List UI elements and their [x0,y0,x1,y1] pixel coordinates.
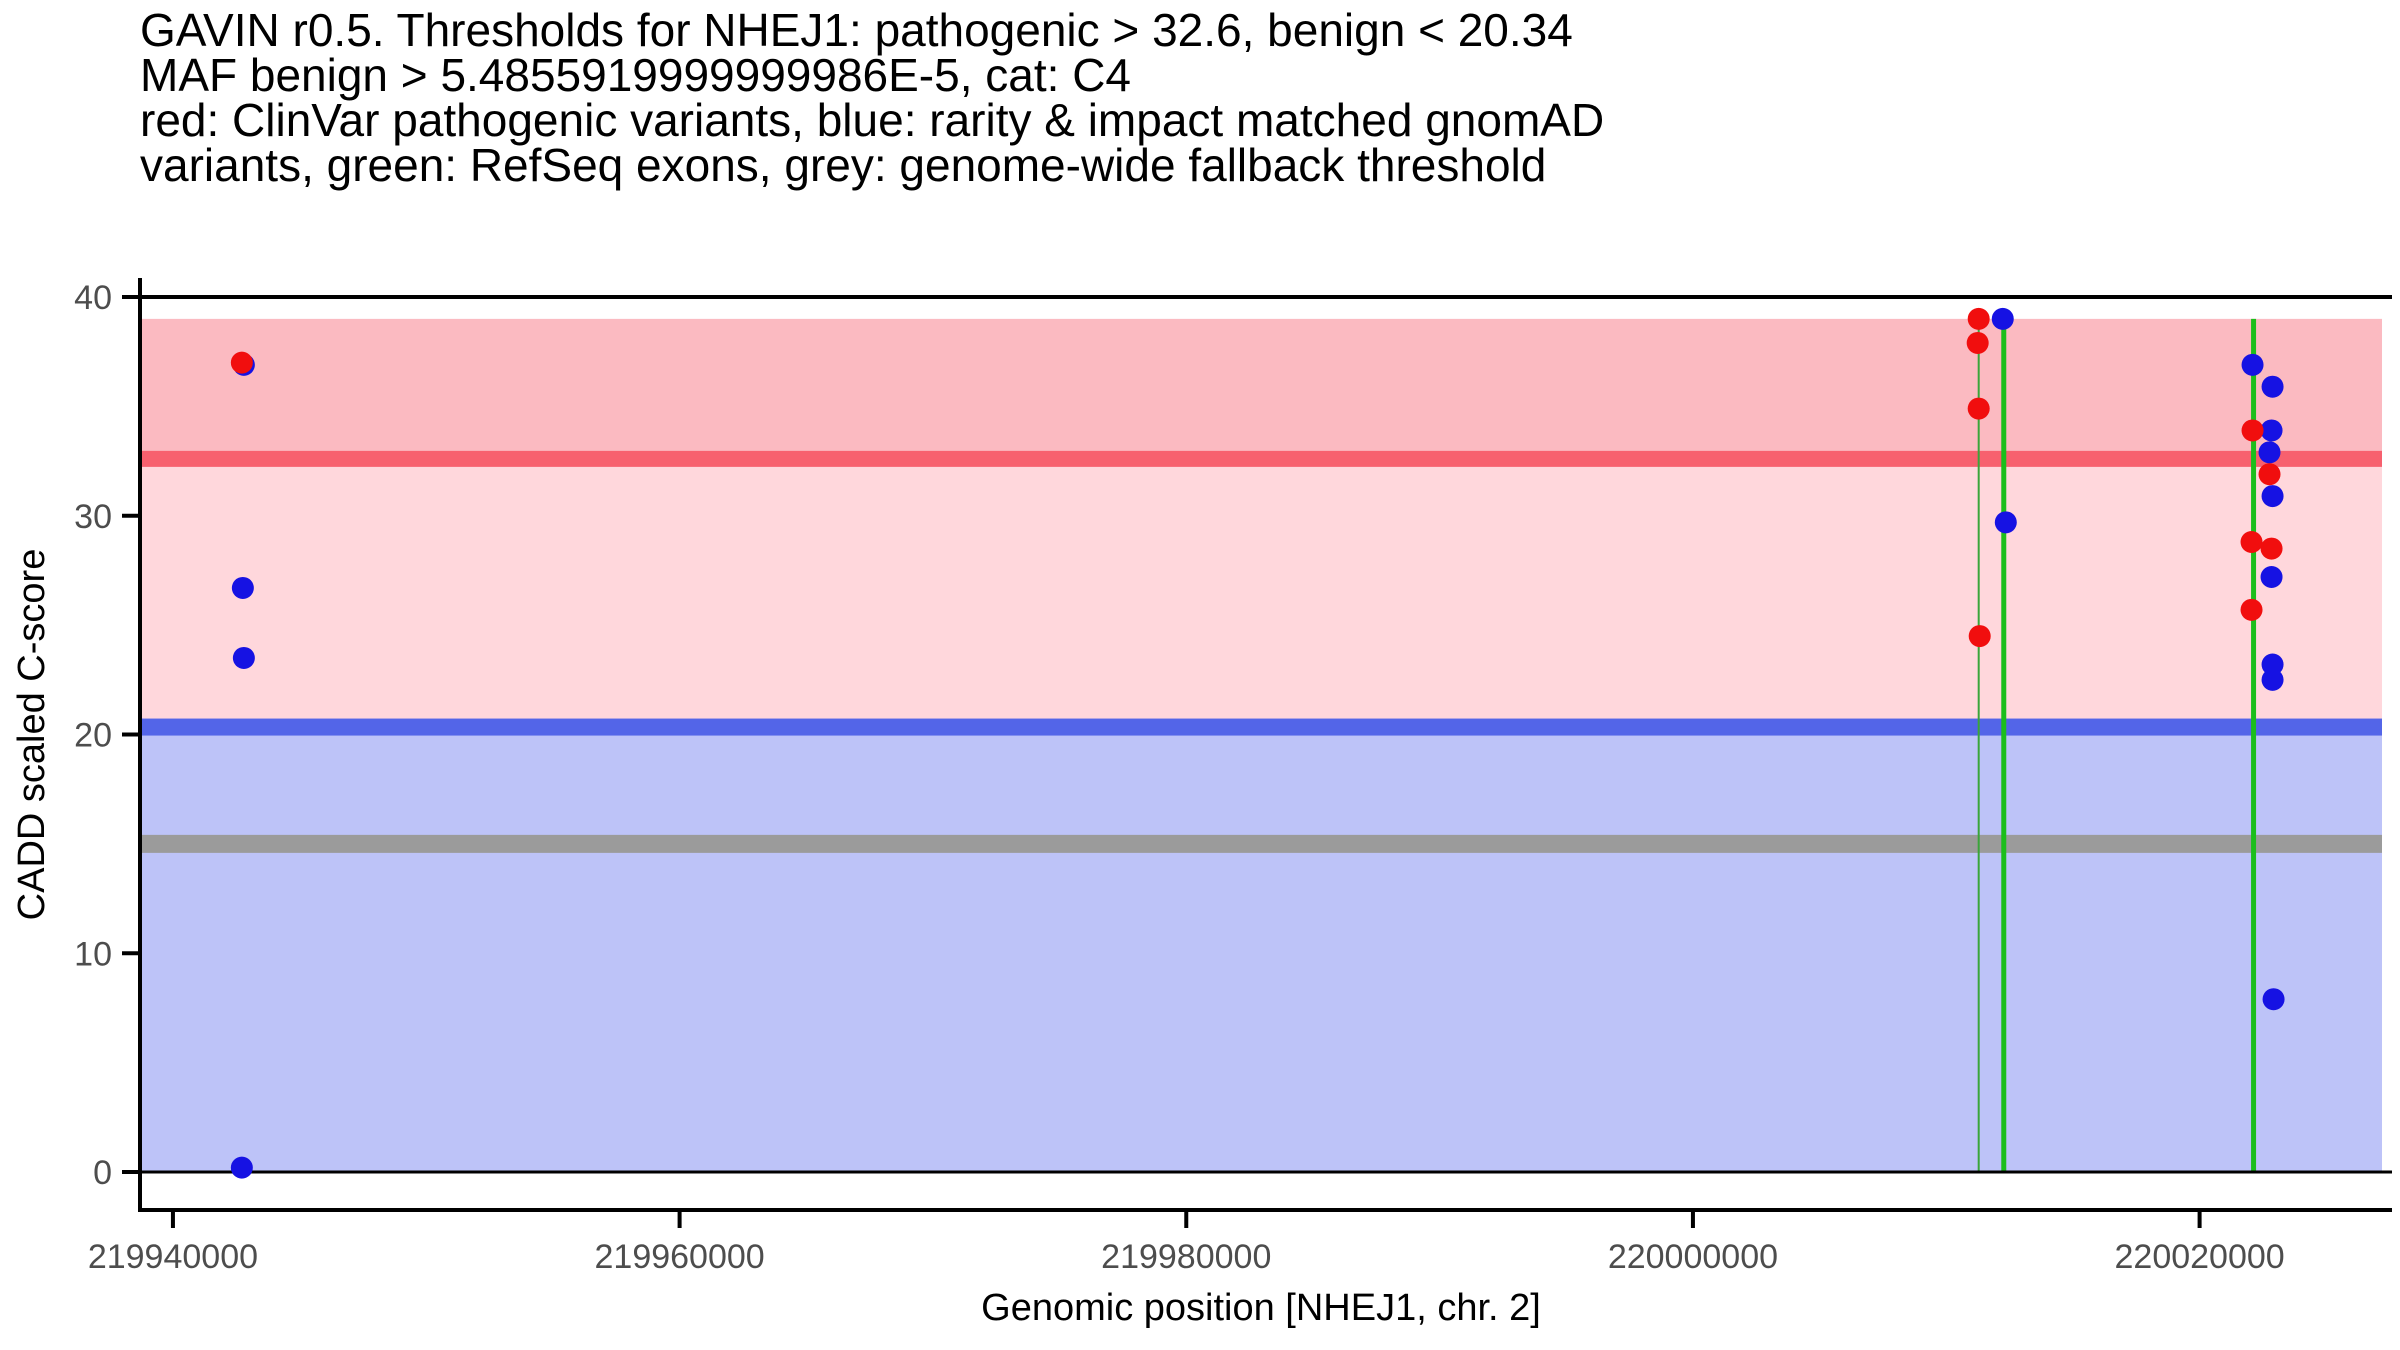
clinvar-pathogenic-point [1968,625,1991,648]
clinvar-pathogenic-point [2240,598,2263,621]
x-tick-label: 219940000 [88,1238,258,1276]
clinvar-pathogenic-point [2258,463,2281,486]
gnomad-matched-point [1991,307,2014,330]
x-tick-label: 219980000 [1101,1238,1271,1276]
gnomad-matched-point [2262,988,2285,1011]
x-axis-tick [170,1212,175,1228]
clinvar-pathogenic-point [2260,537,2283,560]
y-tick-label: 30 [74,498,112,536]
y-axis-title: CADD scaled C-score [11,549,53,921]
x-axis-tick [2197,1212,2202,1228]
y-tick-label: 40 [74,279,112,317]
clinvar-pathogenic-point [2241,419,2264,442]
x-axis-tick [677,1212,682,1228]
gnomad-matched-point [230,1156,253,1179]
x-tick-label: 220000000 [1608,1238,1778,1276]
gnomad-matched-point [2261,668,2284,691]
clinvar-pathogenic-point [2240,531,2263,553]
y-axis-tick [122,732,138,737]
gnomad-matched-point [2261,485,2284,508]
clinvar-pathogenic-point [1967,307,1990,330]
x-axis-line [138,1208,2392,1212]
gnomad-matched-point [2261,653,2284,676]
title-line-4: variants, green: RefSeq exons, grey: gen… [140,139,1547,191]
gnomad-matched-point [2261,375,2284,398]
intermediate-zone-band [140,458,2382,728]
y-tick-label: 10 [74,935,112,973]
y-axis-tick [122,295,138,299]
gnomad-matched-point [2258,441,2281,464]
benign-threshold-line [140,718,2382,736]
y-axis-tick [122,1170,138,1174]
clinvar-pathogenic-point [1966,331,1989,354]
y-axis-tick [122,951,138,956]
y-tick-label: 20 [74,717,112,755]
refseq-exon [2001,318,2007,1172]
top-frame-line [140,295,2392,299]
x-axis-title: Genomic position [NHEJ1, chr. 2] [981,1287,1541,1329]
clinvar-pathogenic-point [1967,397,1990,420]
x-tick-label: 219960000 [595,1238,765,1276]
refseq-exon [2251,318,2257,1172]
y-tick-label: 0 [93,1154,112,1192]
genome-wide-fallback-line [140,834,2382,853]
gnomad-matched-point [2260,419,2283,442]
x-tick-label: 220020000 [2115,1238,2285,1276]
x-axis-tick [1184,1212,1189,1228]
x-axis-tick [1690,1212,1695,1228]
clinvar-pathogenic-point [230,351,253,374]
gnomad-matched-point [2260,566,2283,588]
title-line-3: red: ClinVar pathogenic variants, blue: … [140,94,1605,146]
pathogenic-threshold-line [140,450,2382,467]
y-axis-line [138,278,142,1210]
plot-title: GAVIN r0.5. Thresholds for NHEJ1: pathog… [140,4,1605,191]
refseq-exon [1977,318,1980,1172]
zero-frame-line [140,1170,2392,1174]
gnomad-matched-point [231,576,254,599]
pathogenic-zone-band [140,318,2382,459]
title-line-2: MAF benign > 5.4855919999999986E-5, cat:… [140,49,1131,101]
benign-zone-band [140,727,2382,1172]
y-axis-tick [122,513,138,518]
gnomad-matched-point [1994,511,2017,534]
gnomad-matched-point [2241,353,2264,376]
gnomad-matched-point [232,646,255,669]
title-line-1: GAVIN r0.5. Thresholds for NHEJ1: pathog… [140,4,1573,56]
